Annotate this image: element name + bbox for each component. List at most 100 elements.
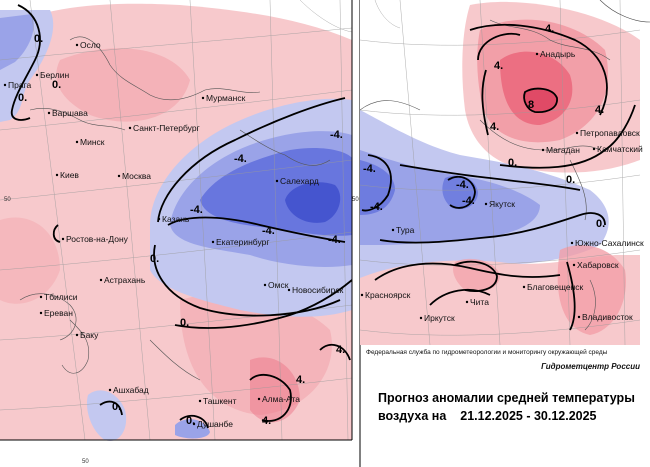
city-label: Тура xyxy=(396,225,415,235)
city-label: Новосибирск xyxy=(292,285,344,295)
city-marker xyxy=(484,202,488,206)
city-petropavlovsk: Петропавловск xyxy=(575,128,640,138)
city-marker xyxy=(263,283,267,287)
left-panel xyxy=(0,0,353,441)
city-marker xyxy=(522,285,526,289)
city-salekhard: Салехард xyxy=(275,176,319,186)
city-oslo: Осло xyxy=(75,40,101,50)
city-omsk: Омск xyxy=(263,280,289,290)
isoline-label: 0. xyxy=(186,415,195,427)
isoline-label: 4. xyxy=(494,60,503,72)
city-marker xyxy=(575,131,579,135)
city-magadan: Магадан xyxy=(541,145,580,155)
forecast-title: Прогноз аномалии средней температуры xyxy=(378,391,635,405)
city-marker xyxy=(117,174,121,178)
city-marker xyxy=(577,315,581,319)
city-rostov: Ростов-на-Дону xyxy=(61,234,129,244)
isoline-label: -4. xyxy=(456,179,469,191)
city-label: Чита xyxy=(470,297,489,307)
city-label: Астрахань xyxy=(104,275,146,285)
city-ashkhabad: Ашхабад xyxy=(108,385,149,395)
isoline-label: 4. xyxy=(262,415,271,427)
city-baku: Баку xyxy=(75,330,99,340)
city-label: Южно-Сахалинск xyxy=(575,238,644,248)
city-marker xyxy=(465,300,469,304)
organization-name: Федеральная служба по гидрометеорологии … xyxy=(366,349,608,356)
city-marker xyxy=(541,148,545,152)
city-vladivostok: Владивосток xyxy=(577,312,633,322)
city-spb: Санкт-Петербург xyxy=(128,123,200,133)
city-marker xyxy=(128,126,132,130)
isoline-label: 4. xyxy=(336,344,345,356)
grid-label: 50 xyxy=(352,197,359,203)
isoline-label: 0. xyxy=(180,317,189,329)
city-marker xyxy=(55,173,59,177)
isoline-label: 4. xyxy=(545,23,554,35)
city-label: Петропавловск xyxy=(580,128,640,138)
city-marker xyxy=(287,288,291,292)
city-label: Анадырь xyxy=(540,49,576,59)
city-varshava: Варшава xyxy=(47,108,88,118)
city-marker xyxy=(157,217,161,221)
city-marker xyxy=(570,241,574,245)
forecast-subtitle: воздуха на 21.12.2025 - 30.12.2025 xyxy=(378,409,611,423)
city-khabarovsk: Хабаровск xyxy=(572,260,619,270)
city-dushanbe: Душанбе xyxy=(192,419,233,429)
city-marker xyxy=(108,388,112,392)
city-marker xyxy=(99,278,103,282)
grid-label: 50 xyxy=(82,459,89,465)
forecast-subtitle-prefix: воздуха на xyxy=(378,409,447,423)
isoline-label: 0. xyxy=(18,92,27,104)
isoline-label: -4. xyxy=(462,195,475,207)
isoline-label: -4. xyxy=(330,129,343,141)
city-marker xyxy=(192,422,196,426)
isoline-label: -4. xyxy=(363,163,376,175)
city-label: Владивосток xyxy=(582,312,633,322)
city-novosibirsk: Новосибирск xyxy=(287,285,344,295)
isoline-label: 4. xyxy=(490,121,499,133)
city-marker xyxy=(75,333,79,337)
city-label: Якутск xyxy=(489,199,515,209)
legend-box: Федеральная служба по гидрометеорологии … xyxy=(362,345,650,467)
city-kazan: Казань xyxy=(157,214,190,224)
city-murmansk: Мурманск xyxy=(201,93,246,103)
city-berlin: Берлин xyxy=(35,70,69,80)
city-label: Прага xyxy=(8,80,31,90)
city-label: Иркутск xyxy=(424,313,455,323)
isoline-label: -4. xyxy=(262,225,275,237)
city-label: Баку xyxy=(80,330,99,340)
city-erevan: Ереван xyxy=(39,308,73,318)
city-label: Омск xyxy=(268,280,289,290)
city-chita: Чита xyxy=(465,297,489,307)
city-marker xyxy=(201,96,205,100)
city-irkutsk: Иркутск xyxy=(419,313,455,323)
city-marker xyxy=(3,83,7,87)
city-kiev: Киев xyxy=(55,170,79,180)
city-marker xyxy=(275,179,279,183)
city-almaata: Алма-Ата xyxy=(257,394,300,404)
isoline-label: -4. xyxy=(234,153,247,165)
city-label: Киев xyxy=(60,170,79,180)
panel-divider xyxy=(352,0,360,467)
city-label: Осло xyxy=(80,40,101,50)
city-label: Алма-Ата xyxy=(262,394,300,404)
city-marker xyxy=(39,311,43,315)
isoline-label: 0. xyxy=(596,218,605,230)
city-label: Магадан xyxy=(546,145,580,155)
city-yuzhno: Южно-Сахалинск xyxy=(570,238,644,248)
city-tura: Тура xyxy=(391,225,415,235)
isoline-label: 0. xyxy=(112,401,121,413)
city-marker xyxy=(535,52,539,56)
city-marker xyxy=(39,295,43,299)
isoline-label: -4. xyxy=(370,201,383,213)
city-label: Камчатский xyxy=(597,144,643,154)
city-label: Ереван xyxy=(44,308,73,318)
map-labels: Осло Берлин Прага Варшава Минск Киев Москва Сан… xyxy=(3,23,644,465)
city-tashkent: Ташкент xyxy=(198,396,237,406)
city-label: Екатеринбург xyxy=(216,237,269,247)
city-praga: Прага xyxy=(3,80,31,90)
city-marker xyxy=(592,147,596,151)
city-moskva: Москва xyxy=(117,171,151,181)
city-label: Мурманск xyxy=(206,93,246,103)
